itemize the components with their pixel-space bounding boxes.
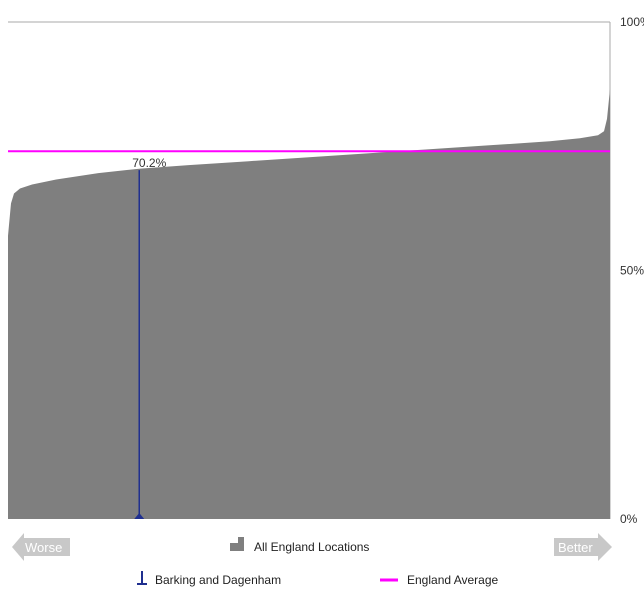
legend-all-locations-label: All England Locations [254, 540, 369, 554]
highlight-layer: 70.2% [132, 156, 167, 519]
worse-label: Worse [25, 540, 62, 555]
y-tick-label: 0% [620, 512, 638, 526]
legend-area-swatch-front [230, 543, 238, 551]
legend-all-locations: All England Locations [230, 537, 369, 554]
distribution-area [8, 89, 610, 519]
better-arrow: Better [554, 533, 612, 561]
y-tick-label: 50% [620, 264, 644, 278]
legend-highlight-label: Barking and Dagenham [155, 573, 281, 587]
distribution-area-layer [8, 89, 610, 519]
worse-arrow: Worse [12, 533, 70, 561]
better-arrow-shape [554, 533, 612, 561]
better-label: Better [558, 540, 593, 555]
legend-highlight: Barking and Dagenham [137, 571, 281, 587]
legend-average-label: England Average [407, 573, 499, 587]
legend-area-swatch-back [238, 537, 244, 551]
y-axis-ticks: 0% 50% 100% [620, 15, 644, 526]
highlight-value-label: 70.2% [132, 156, 166, 170]
y-tick-label: 100% [620, 15, 644, 29]
worse-arrow-shape [12, 533, 70, 561]
highlight-marker-base [134, 513, 145, 519]
legend-average: England Average [380, 573, 499, 587]
